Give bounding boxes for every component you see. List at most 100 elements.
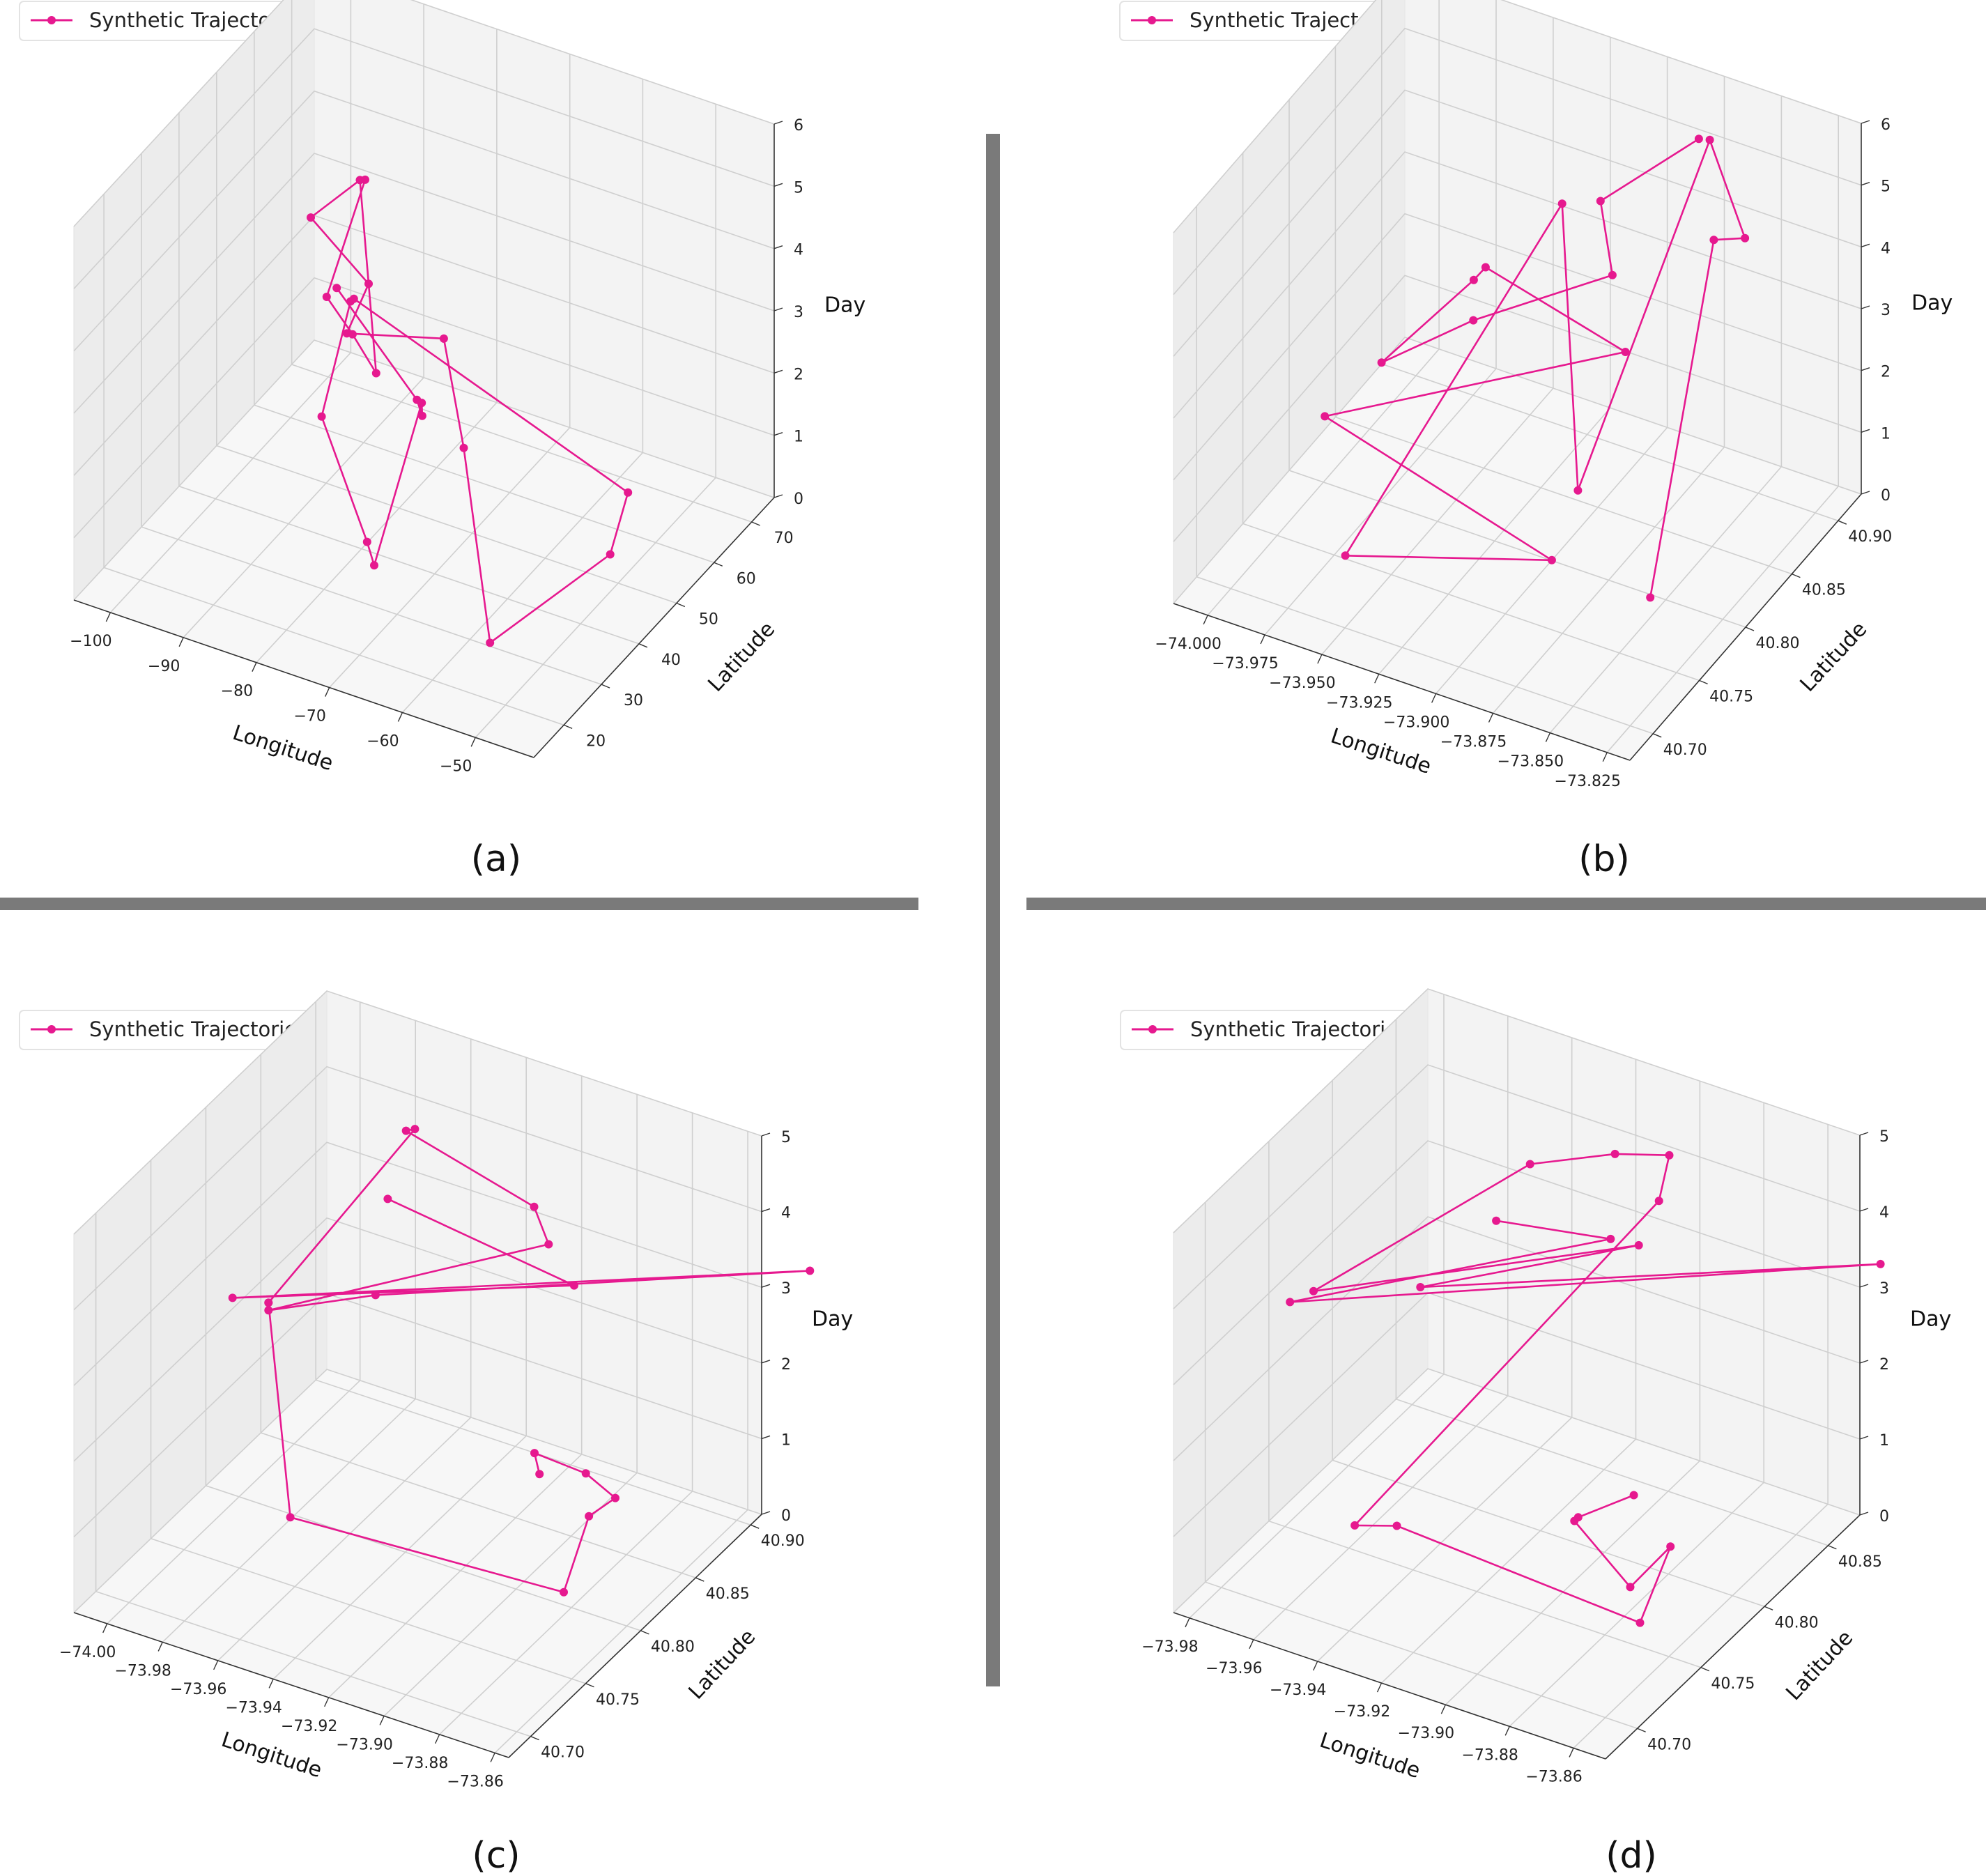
x-axis-line (73, 1612, 509, 1758)
gridline-day (1173, 1216, 1861, 1461)
x-tick-mark (105, 612, 111, 622)
z-tick-label: 3 (781, 1280, 791, 1298)
gridline-day (1173, 213, 1862, 481)
z-tick-mark (773, 183, 783, 187)
z-tick-label: 1 (1879, 1432, 1889, 1450)
trajectory-point (1392, 1521, 1401, 1530)
gridline-day (1173, 0, 1862, 233)
gridline-day (73, 277, 775, 539)
x-tick-mark (1260, 634, 1265, 645)
x-tick-mark (1440, 1704, 1447, 1714)
trajectory-point (1666, 1542, 1675, 1551)
gridline-day (1173, 337, 1862, 604)
trajectory-point (1741, 233, 1750, 243)
panel-b: Synthetic Trajectories (b) −74.000−73.97… (1119, 0, 1953, 880)
z-tick-label: 0 (1879, 1508, 1889, 1525)
gridline-day (73, 1369, 762, 1613)
trajectory-point (332, 284, 341, 293)
z-tick-mark (1859, 1512, 1869, 1516)
y-tick-label: 40.80 (1775, 1614, 1819, 1631)
z-tick-label: 0 (794, 491, 803, 508)
trajectory-point (1621, 348, 1630, 356)
y-tick-mark (601, 684, 610, 689)
y-tick-mark (1764, 1606, 1773, 1610)
trajectory-point (1570, 1516, 1579, 1525)
z-tick-label: 5 (1881, 178, 1891, 196)
trajectory-point (383, 1194, 392, 1204)
x-tick-label: −73.86 (1525, 1768, 1582, 1785)
y-axis-line (533, 497, 775, 758)
x-tick-mark (1504, 1726, 1510, 1736)
x-tick-label: −73.950 (1269, 675, 1335, 692)
z-tick-label: 2 (781, 1356, 791, 1374)
x-axis-line (73, 599, 534, 758)
gridline-day (1173, 1064, 1861, 1309)
x-tick-label: −73.96 (170, 1681, 226, 1698)
x-tick-label: −73.900 (1383, 714, 1449, 731)
y-tick-mark (530, 1736, 539, 1741)
trajectory-point (1876, 1259, 1885, 1268)
trajectory-point (530, 1449, 539, 1458)
gridline-day (73, 28, 775, 289)
x-tick-mark (1313, 1661, 1318, 1671)
z-tick-mark (773, 432, 783, 436)
y-tick-label: 50 (699, 611, 718, 629)
y-tick-mark (695, 1577, 705, 1582)
trajectory-point (264, 1298, 273, 1307)
gridline-day (73, 1217, 762, 1462)
trajectory-point (417, 411, 426, 420)
trajectory-point (530, 1202, 539, 1211)
trajectory-point (1547, 555, 1556, 564)
y-tick-mark (1652, 733, 1662, 738)
z-tick-mark (1859, 1284, 1869, 1288)
trajectory-line (309, 179, 629, 644)
z-tick-label: 4 (794, 242, 803, 259)
z-tick-mark (773, 307, 783, 312)
trajectory-point (544, 1240, 553, 1249)
x-tick-mark (268, 1679, 274, 1689)
x-tick-label: −73.90 (336, 1736, 392, 1753)
y-tick-label: 40.75 (1711, 1675, 1755, 1693)
z-axis-title: Day (1910, 1307, 1951, 1332)
trajectory-line (231, 1128, 811, 1594)
x-tick-label: −100 (70, 633, 111, 650)
trajectory-point (611, 1493, 619, 1502)
y-axis-line (1605, 1514, 1861, 1760)
legend-label: Synthetic Trajectories (89, 1017, 307, 1041)
y-tick-mark (1699, 679, 1708, 685)
trajectory-point (1469, 275, 1478, 284)
x-tick-label: −73.925 (1326, 694, 1392, 712)
divider-vertical (986, 134, 1000, 1686)
x-tick-mark (213, 1660, 219, 1670)
z-tick-mark (761, 1208, 771, 1213)
x-tick-label: −50 (440, 758, 472, 775)
x-tick-label: −73.94 (1270, 1682, 1326, 1699)
trajectory-point (1694, 134, 1703, 144)
trajectory-point (322, 293, 331, 301)
z-tick-mark (773, 494, 783, 498)
z-tick-mark (773, 245, 783, 249)
x-tick-label: −74.00 (59, 1644, 116, 1661)
z-tick-mark (761, 1132, 771, 1137)
trajectory-point (349, 294, 358, 303)
y-axis-title: Latitude (1781, 1626, 1858, 1705)
divider-horizontal-left (0, 898, 918, 910)
z-tick-mark (1861, 367, 1870, 371)
trajectory-point (1606, 1234, 1615, 1243)
x-tick-label: −60 (367, 732, 399, 750)
x-tick-mark (1203, 615, 1208, 625)
x-tick-label: −73.94 (225, 1699, 282, 1716)
gridline-day (73, 153, 775, 414)
gridline-day (1173, 988, 1861, 1233)
y-tick-mark (1637, 1728, 1646, 1732)
divider-horizontal-right (1026, 898, 1986, 910)
trajectory-point (1492, 1216, 1501, 1225)
z-tick-label: 2 (1881, 364, 1891, 381)
z-tick-mark (1859, 1208, 1869, 1212)
x-tick-label: −73.92 (281, 1718, 337, 1735)
y-tick-label: 40.85 (706, 1585, 750, 1603)
y-tick-label: 40.70 (1647, 1736, 1691, 1753)
x-tick-mark (435, 1734, 440, 1744)
x-tick-label: −80 (221, 683, 253, 700)
